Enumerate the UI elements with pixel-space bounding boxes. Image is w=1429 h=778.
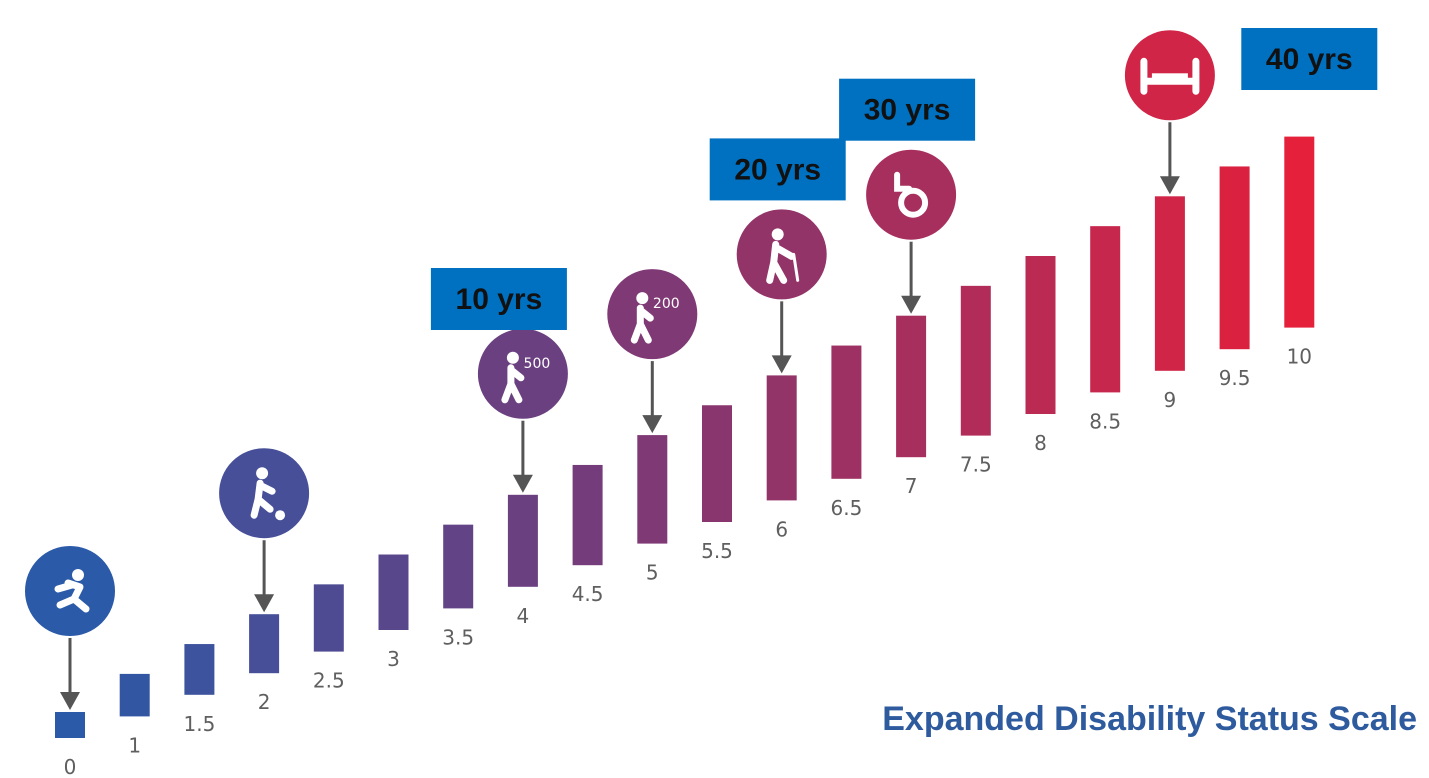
distance-label: 500: [524, 356, 551, 372]
tick-label-2.5: 2.5: [313, 669, 345, 693]
bar-2: [249, 614, 280, 674]
bar-8: [1025, 256, 1056, 414]
bar-1.5: [184, 644, 215, 695]
bars-group: [55, 136, 1315, 738]
distance-label: 200: [653, 296, 680, 312]
bar-4.5: [572, 464, 603, 566]
tick-label-0: 0: [64, 755, 77, 778]
wheelchair-icon: [864, 147, 959, 242]
walking-200-icon: 200: [605, 267, 700, 362]
tick-label-9: 9: [1164, 388, 1177, 412]
tick-label-9.5: 9.5: [1219, 366, 1251, 390]
tick-label-1.5: 1.5: [183, 712, 215, 736]
tick-label-7.5: 7.5: [960, 453, 992, 477]
bar-5.5: [702, 405, 732, 522]
arrow-4: [512, 419, 533, 493]
bed-icon: [1122, 28, 1217, 123]
tick-label-6: 6: [775, 517, 788, 541]
tick-label-4.5: 4.5: [572, 582, 604, 606]
arrow-7: [901, 240, 922, 314]
bar-9.5: [1219, 166, 1250, 350]
running-person-icon: [23, 544, 117, 638]
tick-label-10: 10: [1287, 345, 1312, 369]
bar-6.5: [831, 345, 862, 479]
tick-label-8.5: 8.5: [1089, 409, 1121, 433]
tick-label-8: 8: [1034, 431, 1047, 455]
arrow-5: [642, 360, 663, 434]
person-kicking-ball-icon: [217, 446, 312, 541]
arrow-9: [1159, 121, 1180, 195]
arrow-6: [771, 300, 792, 374]
year-badge-7: 30 yrs: [839, 78, 976, 141]
year-badge-10: 40 yrs: [1241, 28, 1378, 90]
tick-label-6.5: 6.5: [830, 496, 862, 520]
year-label-10: 40 yrs: [1266, 43, 1353, 76]
person-with-cane-icon: [734, 207, 829, 302]
arrows-group: [60, 121, 1180, 710]
bar-10: [1284, 136, 1315, 328]
bar-1: [119, 673, 150, 717]
tick-label-4: 4: [517, 604, 530, 628]
tick-label-2: 2: [258, 690, 271, 714]
year-badge-6: 20 yrs: [709, 138, 846, 201]
bar-7.5: [960, 285, 991, 436]
bar-7: [896, 315, 927, 458]
arrow-0: [60, 637, 80, 710]
bar-9: [1154, 196, 1185, 371]
tick-label-3: 3: [387, 647, 400, 671]
bar-0: [55, 712, 85, 738]
year-label-4: 10 yrs: [456, 283, 543, 316]
year-badges-group: 10 yrs 20 yrs 30 yrs 40 yrs: [430, 28, 1378, 330]
bar-8.5: [1090, 226, 1121, 393]
bar-2.5: [313, 584, 344, 652]
chart-title: Expanded Disability Status Scale: [882, 700, 1417, 738]
bar-6: [766, 375, 797, 501]
bar-4: [507, 494, 538, 587]
tick-label-7: 7: [905, 474, 918, 498]
arrow-2: [254, 539, 275, 613]
year-label-7: 30 yrs: [864, 94, 951, 127]
tick-labels-group: 0 1 1.5 2 2.5 3 3.5 4 4.5 5 5.5 6 6.5 7 7.5 8 8.5 9 9.5 10: [64, 345, 1312, 778]
icons-group: 500 200: [23, 28, 1217, 638]
bar-5: [637, 435, 668, 544]
bar-3: [378, 554, 409, 630]
tick-label-3.5: 3.5: [442, 625, 474, 649]
walking-500-icon: 500: [475, 326, 570, 421]
year-badge-4: 10 yrs: [430, 268, 567, 330]
tick-label-5: 5: [646, 561, 659, 585]
bar-3.5: [443, 524, 474, 609]
tick-label-1: 1: [128, 733, 141, 757]
tick-label-5.5: 5.5: [701, 539, 733, 563]
year-label-6: 20 yrs: [734, 153, 821, 186]
